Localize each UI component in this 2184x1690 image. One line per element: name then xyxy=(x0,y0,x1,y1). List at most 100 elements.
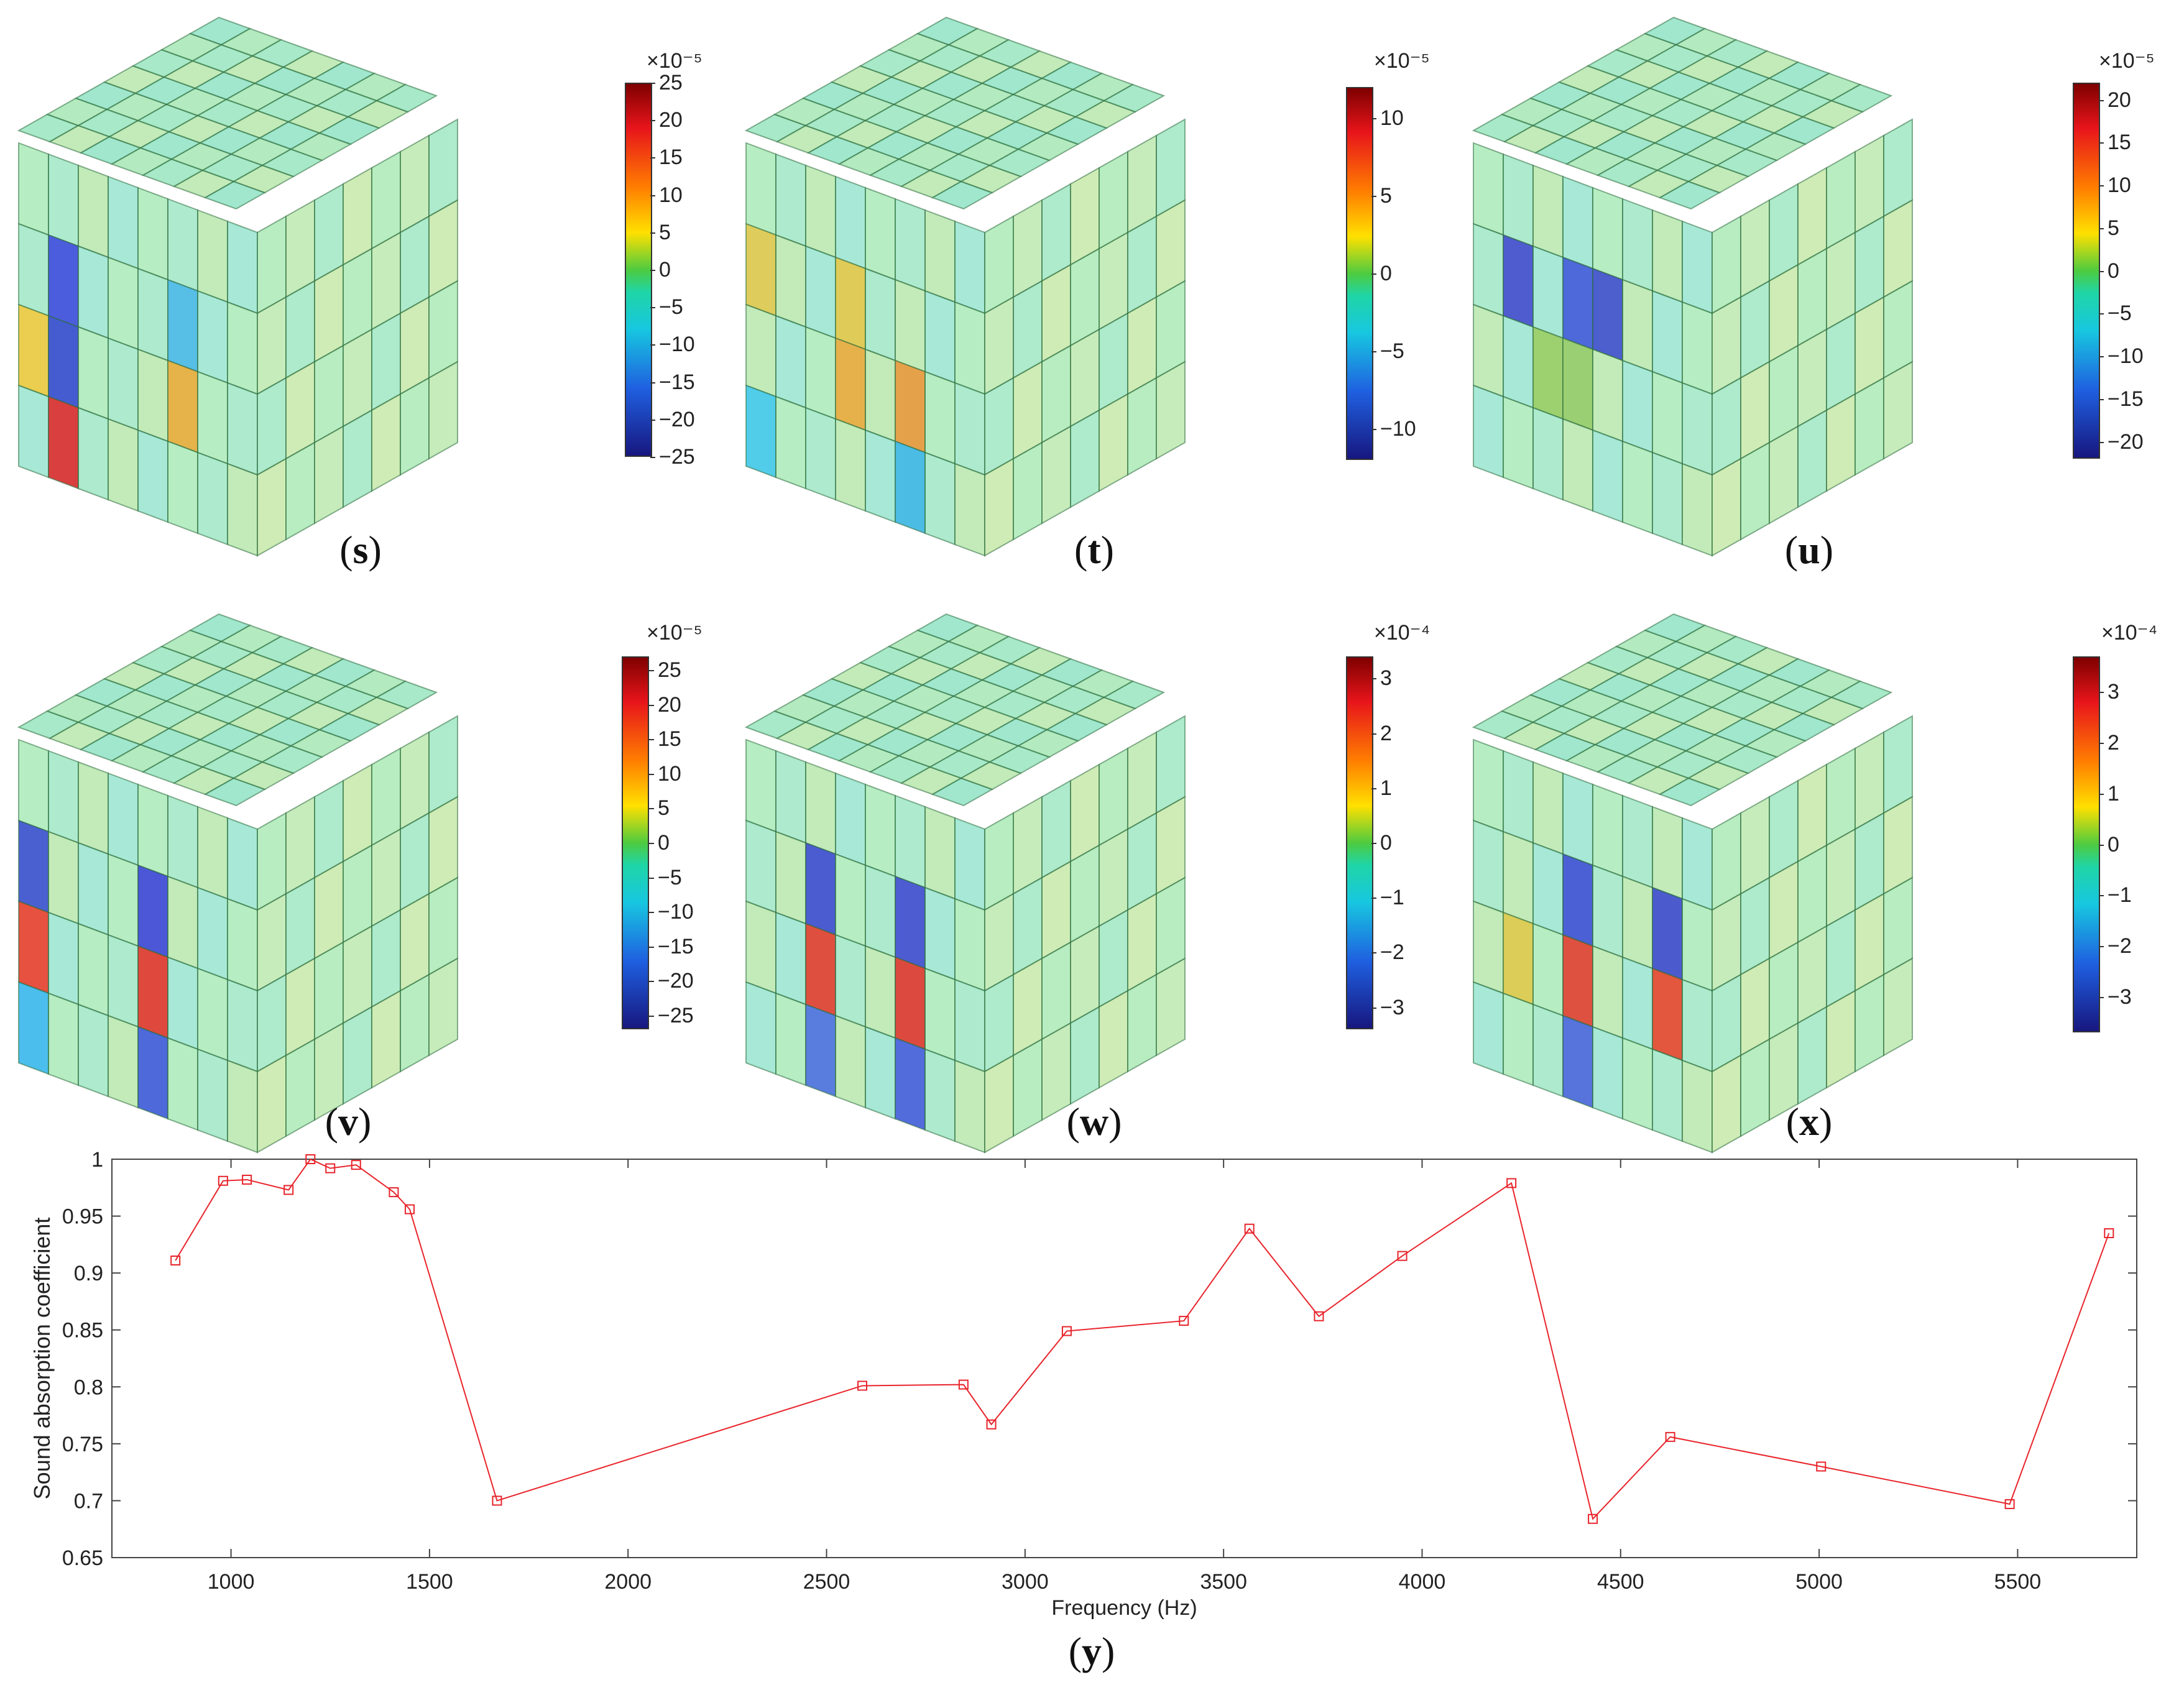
voxel-face xyxy=(1592,945,1623,1039)
colorbar-tick-label: −1 xyxy=(2108,883,2132,907)
voxel-face xyxy=(924,451,956,546)
colorbar-tick-label: 0 xyxy=(659,258,671,282)
voxel-face xyxy=(343,925,372,1024)
voxel-face xyxy=(1797,328,1827,428)
colorbar-tick-mark xyxy=(2099,142,2104,144)
data-point-marker xyxy=(2004,1499,2015,1509)
voxel-face xyxy=(1099,747,1128,847)
voxel-face xyxy=(400,377,430,476)
voxel-face xyxy=(428,361,458,460)
colorbar-tick-mark xyxy=(649,773,654,775)
colorbar-tick-label: −25 xyxy=(659,445,695,469)
voxel-face xyxy=(1070,1006,1100,1105)
voxel-face xyxy=(48,750,79,844)
voxel-face xyxy=(865,186,896,281)
voxel-face xyxy=(1622,198,1653,292)
voxel-face xyxy=(137,783,168,878)
voxel-face xyxy=(48,992,79,1086)
voxel-face xyxy=(1127,973,1157,1073)
voxel-face xyxy=(1562,772,1593,866)
voxel-face xyxy=(227,462,258,557)
voxel-face xyxy=(1156,876,1186,976)
voxel-face xyxy=(1883,361,1913,460)
voxel-face xyxy=(1592,267,1623,362)
voxel-face xyxy=(1712,377,1741,476)
y-tick-label: 0.65 xyxy=(62,1546,103,1570)
voxel-face xyxy=(1503,992,1534,1086)
voxel-face xyxy=(428,715,458,814)
voxel-face xyxy=(924,209,956,303)
voxel-face xyxy=(1070,328,1100,428)
voxel-face xyxy=(805,326,836,420)
voxel-face xyxy=(371,828,401,927)
voxel-face xyxy=(197,370,228,465)
plot-frame xyxy=(111,1159,2137,1558)
voxel-face xyxy=(924,806,956,900)
voxel-face xyxy=(1473,142,1504,236)
voxel-face xyxy=(1740,441,1770,541)
voxel-face xyxy=(400,973,430,1073)
voxel-face xyxy=(1826,909,1856,1008)
voxel-face xyxy=(257,812,287,911)
voxel-face xyxy=(314,779,344,879)
x-axis-label: Frequency (Hz) xyxy=(1051,1596,1197,1620)
voxel-face xyxy=(745,819,776,914)
colorbar-tick-label: −10 xyxy=(659,333,695,357)
y-tick-label: 0.9 xyxy=(74,1262,103,1285)
voxel-face xyxy=(137,1026,168,1120)
colorbar-tick-mark xyxy=(1371,733,1376,735)
voxel-face xyxy=(954,220,985,315)
colorbar-tick-label: 10 xyxy=(1380,106,1404,130)
voxel-face xyxy=(167,1037,198,1131)
colorbar-tick-label: 2 xyxy=(2108,730,2119,755)
data-point-marker xyxy=(218,1175,228,1186)
voxel-face xyxy=(314,344,344,444)
voxel-face xyxy=(343,247,372,347)
voxel-face xyxy=(1826,312,1856,411)
voxel-face xyxy=(1652,209,1683,303)
voxel-face xyxy=(1099,150,1128,250)
voxel-face xyxy=(137,186,168,281)
voxel-face xyxy=(924,290,956,384)
voxel-face xyxy=(1099,909,1128,1008)
cube-w xyxy=(744,613,1186,1154)
voxel-face xyxy=(924,1048,956,1142)
voxel-face xyxy=(1797,1006,1827,1105)
x-tick-label: 5000 xyxy=(1795,1570,1843,1594)
panel-label-v: (v) xyxy=(325,1100,372,1144)
panel-label-w: (w) xyxy=(1066,1100,1122,1144)
voxel-face xyxy=(805,1003,836,1098)
voxel-face xyxy=(835,175,866,270)
colorbar-tick-mark xyxy=(650,270,655,271)
voxel-face xyxy=(1740,361,1770,460)
data-point-marker xyxy=(242,1174,252,1185)
voxel-face xyxy=(18,819,49,914)
voxel-face xyxy=(865,348,896,443)
colorbar-tick-mark xyxy=(650,419,655,421)
voxel-face xyxy=(48,395,79,490)
colorbar-tick-label: 15 xyxy=(659,145,683,170)
x-tick-label: 2000 xyxy=(604,1570,652,1594)
voxel-face xyxy=(285,280,315,379)
voxel-face xyxy=(1532,326,1564,420)
voxel-face xyxy=(1883,199,1913,298)
voxel-face xyxy=(835,772,866,866)
voxel-face xyxy=(1013,361,1043,460)
voxel-face xyxy=(167,956,198,1050)
colorbar-tick-mark xyxy=(650,382,655,383)
voxel-face xyxy=(1712,893,1741,992)
voxel-face xyxy=(1883,715,1913,814)
voxel-face xyxy=(197,451,228,546)
voxel-face xyxy=(1826,828,1856,927)
voxel-face xyxy=(1041,344,1071,444)
voxel-face xyxy=(375,680,438,710)
voxel-face xyxy=(1740,796,1770,895)
colorbar-tick-mark xyxy=(1371,273,1376,275)
voxel-face xyxy=(835,1014,866,1109)
voxel-face xyxy=(1532,406,1564,501)
voxel-face xyxy=(18,223,49,317)
voxel-face xyxy=(343,844,372,944)
x-tick-label: 1500 xyxy=(406,1570,453,1594)
voxel-face xyxy=(1041,425,1071,525)
colorbar-tick-label: −10 xyxy=(2108,344,2144,368)
